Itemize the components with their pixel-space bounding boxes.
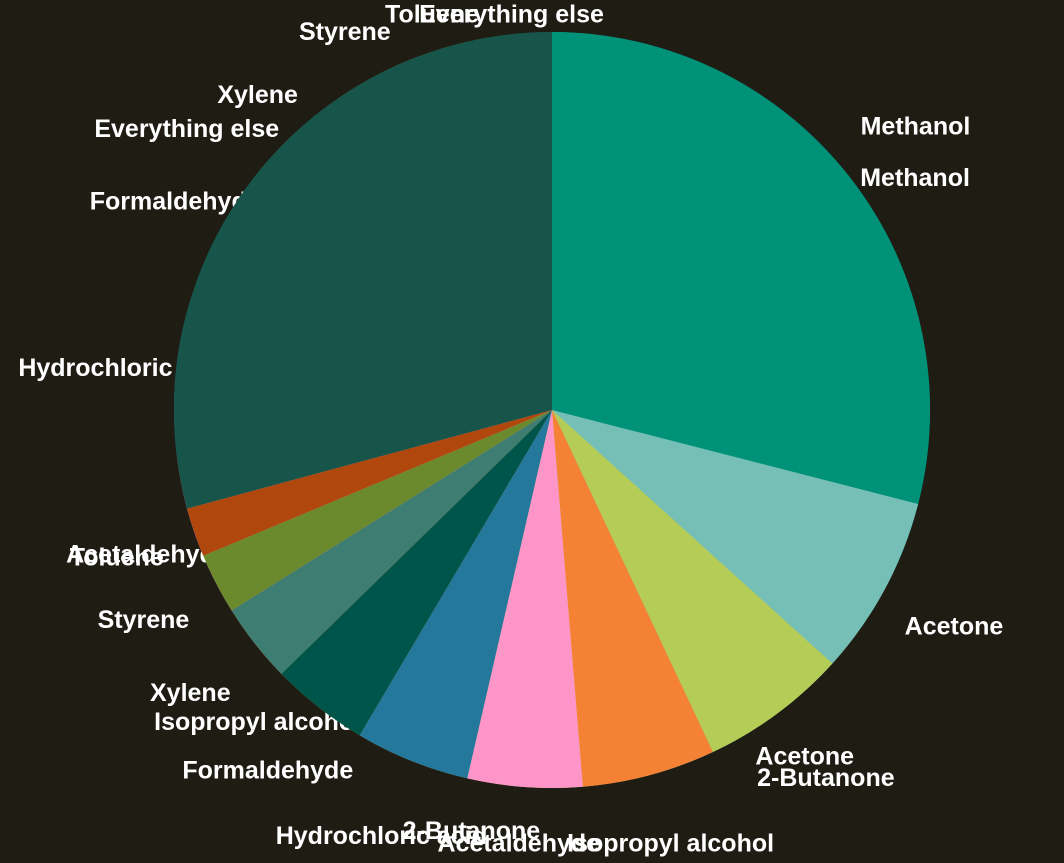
slice-label: Toluene [70, 544, 164, 572]
slice-label: Styrene [299, 18, 391, 46]
slice-label: Xylene [150, 679, 231, 707]
slice-label: Styrene [98, 606, 190, 634]
pie-slice [552, 410, 833, 753]
slice-label: Hydrochloric acid [276, 822, 487, 850]
slice-label: Toluene [385, 1, 479, 29]
slice-label: Everything else [419, 1, 604, 29]
pie-slice [174, 32, 552, 509]
slice-label: 2-Butanone [403, 817, 541, 845]
pie-slice [467, 410, 583, 788]
slice-label: Formaldehyde [182, 756, 353, 784]
slice-label: Methanol [860, 164, 970, 192]
slice-label: Everything else [94, 115, 279, 143]
pie-slice [231, 410, 552, 674]
slice-label: Acetaldehyde [438, 830, 601, 858]
pie-slice [359, 410, 552, 779]
slice-label: Acetone [905, 612, 1004, 640]
pie-slice [203, 410, 552, 611]
slice-label: Methanol [861, 113, 971, 141]
slice-label: Isopropyl alcohol [567, 830, 774, 858]
slice-label: Xylene [217, 81, 298, 109]
slice-label: 2-Butanone [757, 764, 895, 792]
pie-slice [281, 410, 552, 736]
pie-slice [187, 410, 552, 556]
pie-slice [552, 410, 713, 787]
slice-label: Acetone [755, 742, 854, 770]
pie-slice [552, 410, 919, 664]
pie-slice [552, 32, 930, 505]
